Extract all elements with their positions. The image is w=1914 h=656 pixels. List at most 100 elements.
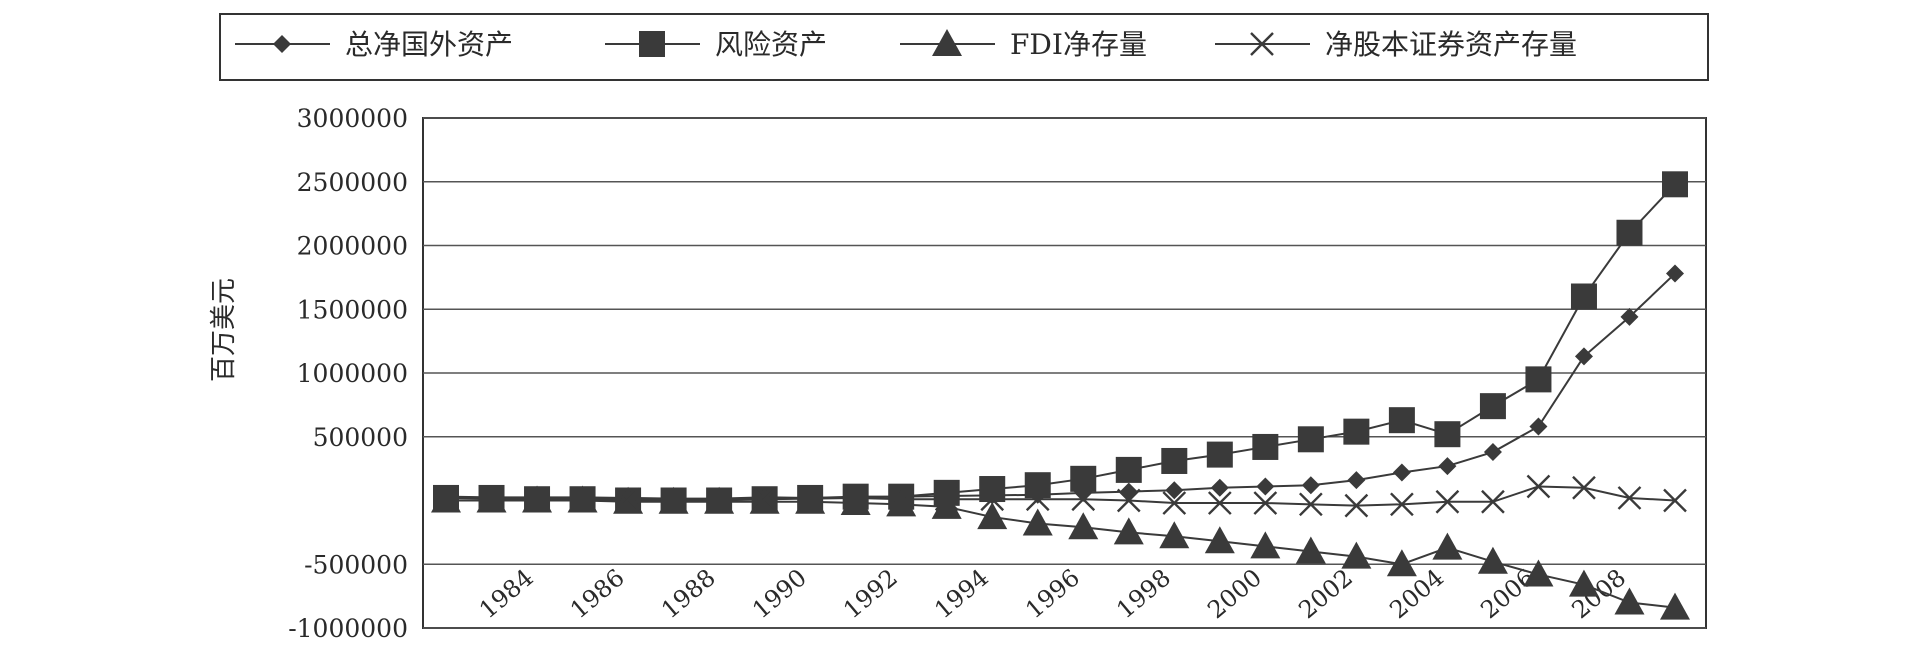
data-point-cross (1435, 489, 1460, 514)
legend-label: 风险资产 (715, 28, 827, 61)
cross-stroke (889, 487, 914, 512)
cross-stroke (1663, 488, 1687, 513)
series-line-diamond (445, 272, 1676, 500)
data-point-square (1206, 441, 1233, 468)
x-tick-label: 1988 (656, 564, 721, 625)
data-point-diamond (1574, 347, 1593, 366)
data-point-cross (934, 487, 959, 512)
data-point-square (1479, 393, 1506, 420)
cross-stroke (1116, 488, 1141, 513)
y-tick-label: 3000000 (297, 104, 408, 133)
data-point-square (1388, 407, 1415, 434)
cross-stroke (1572, 475, 1596, 500)
legend-label: 总净国外资产 (345, 28, 513, 61)
cross-stroke (980, 487, 1005, 512)
data-point-square (1161, 447, 1188, 474)
cross-stroke (707, 488, 731, 512)
cross-stroke (1390, 492, 1414, 517)
legend-item: FDI净存量 (900, 28, 1147, 61)
data-point-diamond (1210, 478, 1229, 497)
cross-stroke (434, 486, 458, 510)
data-point-square (1252, 433, 1279, 460)
data-point-cross (1617, 486, 1642, 510)
cross-stroke (1435, 489, 1460, 514)
cross-stroke (570, 487, 595, 512)
series-line-cross (445, 485, 1676, 507)
data-point-triangle (1432, 532, 1463, 560)
data-point-triangle (886, 489, 917, 517)
x-tick-label: 1998 (1111, 564, 1176, 625)
data-point-triangle (1068, 512, 1099, 540)
data-point-diamond (1529, 417, 1548, 436)
cross-stroke (525, 486, 549, 511)
cross-stroke (479, 486, 504, 511)
data-point-cross (1481, 489, 1505, 514)
data-point-diamond (1347, 471, 1366, 490)
y-tick-label: 1000000 (297, 359, 408, 388)
data-point-triangle (1614, 587, 1645, 615)
data-point-square (1297, 426, 1324, 453)
data-point-triangle (1250, 531, 1281, 559)
plot-area: 3000000 2500000 2000000 1500000 1000000 50000… (288, 104, 1707, 643)
legend: 总净国外资产 风险资产 FDI净存量 净股本证券资产存量 (219, 13, 1709, 81)
data-point-cross (1390, 492, 1414, 517)
data-point-square (1070, 465, 1097, 492)
data-point-cross (1526, 474, 1551, 499)
legend-item: 风险资产 (605, 28, 827, 61)
data-point-triangle (1295, 536, 1326, 564)
cross-stroke (843, 486, 868, 510)
y-tick-label: -500000 (304, 550, 408, 579)
cross-stroke (1207, 491, 1232, 515)
legend-marker-triangle (932, 29, 962, 56)
cross-stroke (934, 487, 959, 512)
data-point-diamond (1392, 463, 1411, 482)
cross-stroke (1344, 493, 1369, 518)
data-point-triangle (1159, 521, 1190, 549)
y-tick-label: 1500000 (297, 295, 408, 324)
y-tick-label: 2000000 (297, 232, 408, 261)
data-point-cross (434, 486, 458, 510)
x-tick-label: 2002 (1293, 564, 1358, 625)
data-point-cross (570, 487, 595, 512)
data-point-square (1616, 219, 1643, 246)
legend-box (219, 13, 1709, 81)
data-point-square (1662, 171, 1688, 198)
legend-item: 净股本证券资产存量 (1215, 28, 1577, 61)
data-point-diamond (1620, 307, 1639, 326)
data-point-cross (1025, 487, 1050, 512)
cross-stroke (1162, 491, 1187, 515)
data-point-square (1570, 283, 1597, 310)
legend-label: FDI净存量 (1010, 28, 1147, 61)
data-point-square (1343, 418, 1370, 445)
data-point-cross (479, 486, 504, 511)
legend-marker-diamond (273, 35, 291, 53)
cross-stroke (1526, 474, 1551, 499)
data-point-cross (616, 487, 640, 512)
data-point-square (1525, 366, 1552, 393)
data-point-triangle (1022, 508, 1053, 536)
data-point-cross (843, 486, 868, 510)
cross-stroke (1025, 487, 1050, 512)
data-point-cross (1162, 491, 1187, 515)
data-point-cross (1572, 475, 1596, 500)
data-point-diamond (1438, 457, 1457, 476)
cross-stroke (1481, 489, 1505, 514)
x-tick-label: 1986 (565, 564, 630, 625)
data-point-triangle (1113, 517, 1144, 545)
x-tick-label: 1994 (929, 564, 994, 625)
data-point-cross (798, 486, 822, 511)
y-tick-label: 500000 (313, 423, 408, 452)
y-tick-label: -1000000 (288, 614, 408, 643)
x-tick-label: 1984 (474, 564, 539, 625)
y-tick-label: 2500000 (297, 168, 408, 197)
legend-marker-square (639, 31, 665, 57)
cross-stroke (1250, 32, 1274, 56)
data-point-triangle (1204, 526, 1235, 554)
cross-stroke (798, 486, 822, 511)
data-point-triangle (840, 488, 871, 516)
data-point-cross (1071, 487, 1096, 512)
data-point-triangle (977, 502, 1008, 530)
data-point-cross (889, 487, 914, 512)
data-point-triangle (1568, 569, 1599, 597)
